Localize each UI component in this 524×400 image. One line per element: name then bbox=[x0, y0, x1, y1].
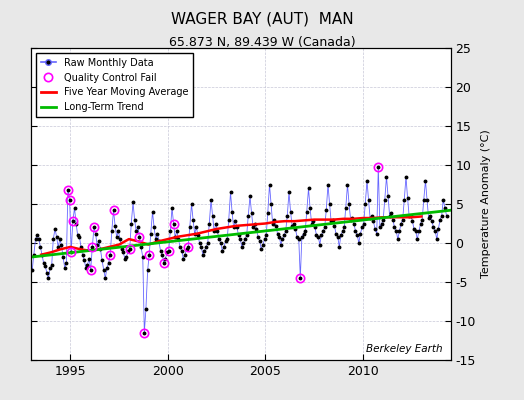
Text: WAGER BAY (AUT)  MAN: WAGER BAY (AUT) MAN bbox=[171, 12, 353, 27]
Text: 65.873 N, 89.439 W (Canada): 65.873 N, 89.439 W (Canada) bbox=[169, 36, 355, 49]
Y-axis label: Temperature Anomaly (°C): Temperature Anomaly (°C) bbox=[482, 130, 492, 278]
Text: Berkeley Earth: Berkeley Earth bbox=[366, 344, 442, 354]
Legend: Raw Monthly Data, Quality Control Fail, Five Year Moving Average, Long-Term Tren: Raw Monthly Data, Quality Control Fail, … bbox=[36, 53, 193, 117]
